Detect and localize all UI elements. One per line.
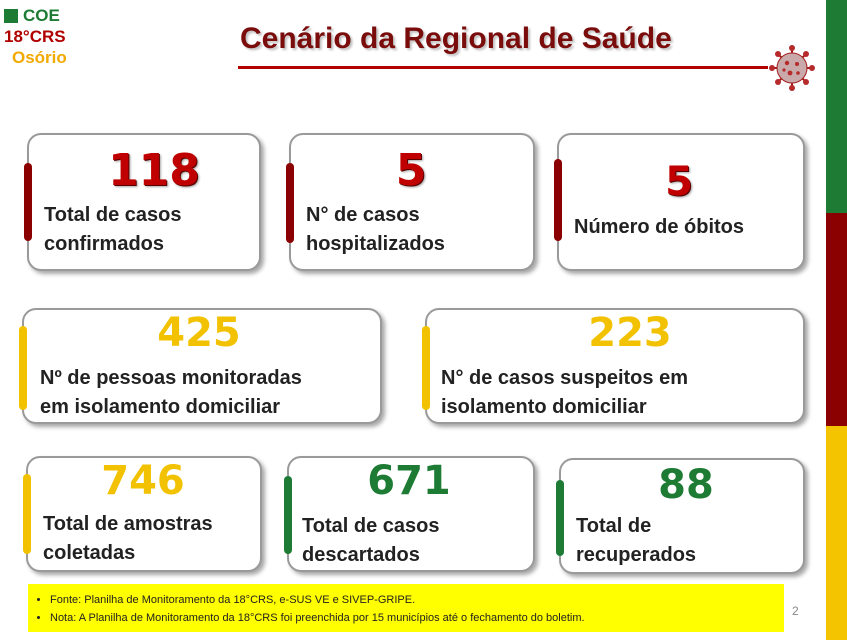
flag-stripes xyxy=(826,0,847,640)
brand-crs: 18°CRS xyxy=(4,27,66,46)
brand-city: Osório xyxy=(12,48,67,67)
card-accent-bar xyxy=(284,476,292,554)
green-square-icon xyxy=(4,9,18,23)
stripe-red xyxy=(826,213,847,426)
suspected-isolation-value: 223 xyxy=(588,310,672,356)
monitored-people-value: 425 xyxy=(157,310,241,356)
brand-logo: COE 18°CRS Osório xyxy=(4,6,82,68)
footer-notes: Fonte: Planilha de Monitoramento da 18°C… xyxy=(28,584,784,632)
discarded-cases-label-l1: Total de casos xyxy=(302,515,440,537)
card-accent-bar xyxy=(19,326,27,410)
hospitalized-label-l2: hospitalizados xyxy=(306,233,445,255)
hospitalized-label: N° de casos hospitalizados xyxy=(306,201,526,259)
discarded-cases-label-l2: descartados xyxy=(302,544,420,566)
card-monitored-people: 425 Nº de pessoas monitoradas em isolame… xyxy=(19,308,382,424)
confirmed-cases-label-l2: confirmados xyxy=(44,233,165,255)
card-accent-bar xyxy=(24,163,32,241)
discarded-cases-value: 671 xyxy=(367,458,451,504)
footer-source: Fonte: Planilha de Monitoramento da 18°C… xyxy=(50,591,784,609)
samples-collected-label-l1: Total de amostras xyxy=(43,513,213,535)
card-suspected-isolation: 223 N° de casos suspeitos em isolamento … xyxy=(422,308,805,424)
stripe-green xyxy=(826,0,847,213)
deaths-value: 5 xyxy=(665,159,693,205)
page-title: Cenário da Regional de Saúde xyxy=(240,22,672,55)
card-accent-bar xyxy=(422,326,430,410)
recovered-label-l1: Total de xyxy=(576,515,652,537)
suspected-isolation-label: N° de casos suspeitos em isolamento domi… xyxy=(441,364,796,422)
samples-collected-label: Total de amostras coletadas xyxy=(43,510,258,568)
samples-collected-value: 746 xyxy=(101,458,185,504)
recovered-label-l2: recuperados xyxy=(576,544,697,566)
card-recovered: 88 Total de recuperados xyxy=(556,458,805,574)
card-hospitalized: 5 N° de casos hospitalizados xyxy=(286,133,535,271)
card-confirmed-cases: 118 Total de casos confirmados xyxy=(24,133,261,271)
card-accent-bar xyxy=(556,480,564,556)
discarded-cases-label: Total de casos descartados xyxy=(302,512,527,570)
stripe-yellow xyxy=(826,426,847,640)
page-number: 2 xyxy=(792,604,799,618)
hospitalized-value: 5 xyxy=(395,145,427,196)
card-deaths: 5 Número de óbitos xyxy=(554,133,805,271)
recovered-value: 88 xyxy=(658,462,714,508)
brand-coe-text: COE xyxy=(23,6,60,25)
card-discarded-cases: 671 Total de casos descartados xyxy=(284,456,535,572)
hospitalized-label-l1: N° de casos xyxy=(306,204,420,226)
confirmed-cases-value: 118 xyxy=(108,145,200,196)
recovered-label: Total de recuperados xyxy=(576,512,796,570)
monitored-people-label: Nº de pessoas monitoradas em isolamento … xyxy=(40,364,375,422)
card-accent-bar xyxy=(554,159,562,241)
suspected-isolation-label-l2: isolamento domiciliar xyxy=(441,396,647,418)
suspected-isolation-label-l1: N° de casos suspeitos em xyxy=(441,367,688,389)
title-underline xyxy=(238,66,768,69)
samples-collected-label-l2: coletadas xyxy=(43,542,136,564)
monitored-people-label-l1: Nº de pessoas monitoradas xyxy=(40,367,302,389)
coronavirus-icon xyxy=(769,45,815,91)
card-accent-bar xyxy=(286,163,294,243)
confirmed-cases-label-l1: Total de casos xyxy=(44,204,182,226)
confirmed-cases-label: Total de casos confirmados xyxy=(44,201,254,259)
card-accent-bar xyxy=(23,474,31,554)
card-samples-collected: 746 Total de amostras coletadas xyxy=(23,456,262,572)
deaths-label-l1: Número de óbitos xyxy=(574,216,745,238)
footer-note: Nota: A Planilha de Monitoramento da 18°… xyxy=(50,609,784,627)
monitored-people-label-l2: em isolamento domiciliar xyxy=(40,396,281,418)
brand-coe: COE xyxy=(4,6,82,26)
deaths-label: Número de óbitos xyxy=(574,213,799,242)
